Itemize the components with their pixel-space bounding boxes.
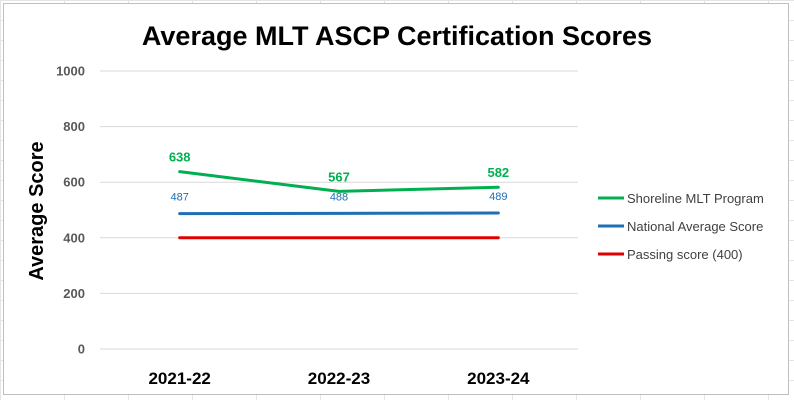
y-tick-label: 800: [63, 119, 85, 134]
y-tick-label: 600: [63, 175, 85, 190]
series-line-1: [178, 170, 500, 193]
data-label: 638: [169, 150, 191, 165]
x-tick-label: 2022-23: [308, 369, 370, 388]
chart-area[interactable]: [3, 3, 789, 395]
legend-entry-1: Shoreline MLT Program: [627, 191, 764, 206]
y-tick-label: 0: [78, 342, 85, 357]
legend-entry-2: National Average Score: [627, 219, 763, 234]
data-label: 488: [330, 191, 348, 203]
series-line-2: [178, 211, 500, 216]
y-tick-label: 400: [63, 230, 85, 245]
x-tick-label: 2023-24: [467, 369, 530, 388]
y-tick-label: 1000: [56, 64, 85, 79]
y-axis-label: Average Score: [26, 141, 48, 280]
data-label: 487: [170, 192, 188, 204]
data-label: 489: [489, 191, 507, 203]
chart-title: Average MLT ASCP Certification Scores: [142, 21, 652, 51]
legend-entry-3: Passing score (400): [627, 247, 743, 262]
y-tick-label: 200: [63, 286, 85, 301]
data-label: 582: [487, 165, 509, 180]
data-label: 567: [328, 169, 350, 184]
x-tick-label: 2021-22: [148, 369, 210, 388]
